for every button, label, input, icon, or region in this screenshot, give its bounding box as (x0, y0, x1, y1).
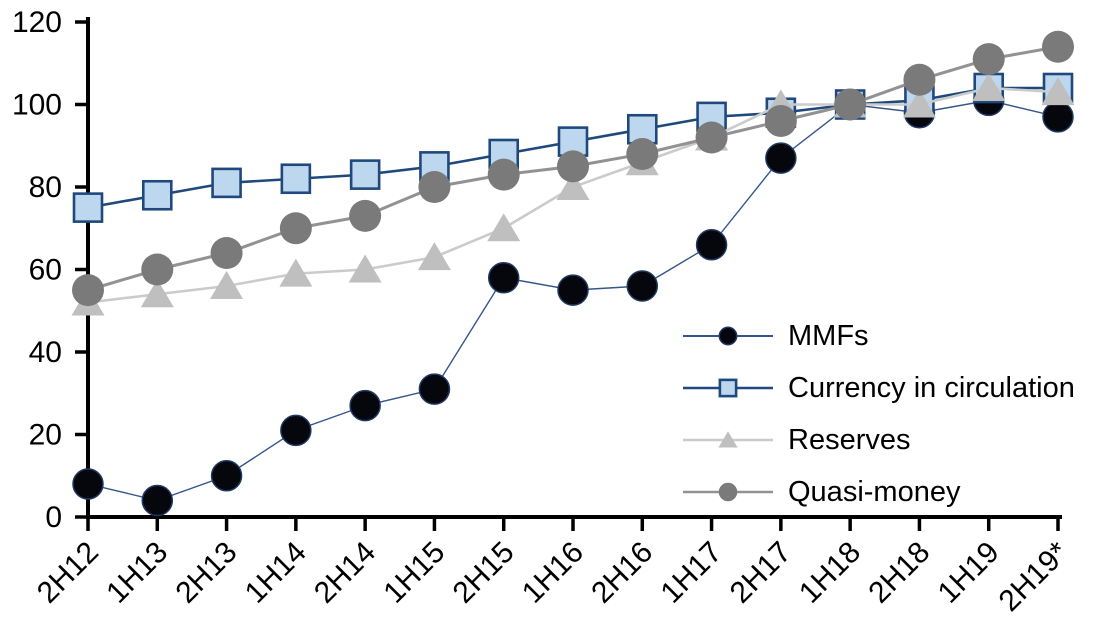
x-axis-tick-label: 2H16 (585, 536, 659, 610)
legend-item-quasi-money: Quasi-money (683, 466, 1075, 518)
x-axis-tick-label: 1H19 (932, 536, 1006, 610)
data-point-marker (348, 254, 382, 283)
data-point-marker (718, 326, 738, 346)
data-point-marker (141, 179, 173, 211)
x-axis-tick-label: 2H18 (862, 536, 936, 610)
legend-item-currency-in-circulation: Currency in circulation (683, 362, 1075, 414)
data-point-marker (418, 373, 451, 405)
y-axis-tick-label: 60 (29, 254, 62, 287)
x-axis-tick-label: 2H15 (447, 536, 521, 610)
data-point-marker (487, 213, 521, 242)
x-axis-tick-label: 2H17 (724, 536, 798, 610)
data-point-marker (349, 159, 381, 190)
x-axis-tick-label: 1H13 (100, 536, 174, 610)
data-point-marker (417, 242, 451, 271)
data-point-marker (556, 172, 590, 200)
data-point-marker (140, 279, 174, 308)
currency-marker-icon (683, 370, 778, 406)
x-axis-tick-label: 1H16 (516, 536, 590, 610)
data-point-marker (141, 484, 174, 517)
x-axis-tick-label: 1H17 (654, 536, 728, 610)
reserves-marker-icon (683, 422, 778, 458)
data-point-marker (210, 460, 243, 492)
y-axis: 0 20 40 60 80 100 120 (12, 6, 90, 534)
data-point-marker (72, 274, 104, 307)
mmfs-marker-icon (683, 318, 778, 354)
data-point-marker (695, 229, 728, 261)
data-point-marker (418, 171, 451, 203)
data-point-marker (1042, 101, 1074, 133)
data-point-marker (72, 192, 104, 223)
data-point-marker (1042, 30, 1074, 63)
data-point-marker (718, 378, 738, 398)
data-point-marker (211, 167, 242, 199)
y-axis-tick-label: 20 (29, 419, 62, 452)
x-axis-tick-label: 2H19* (993, 535, 1076, 618)
data-point-marker (765, 142, 797, 174)
legend-label: Quasi-money (788, 475, 961, 508)
legend-item-mmfs: MMFs (683, 310, 1075, 362)
legend-label: Reserves (788, 423, 911, 456)
data-point-marker (902, 89, 936, 118)
x-axis-tick-label: 2H12 (31, 536, 105, 610)
series-quasi-money (72, 30, 1074, 307)
data-point-marker (141, 253, 174, 286)
legend-label: MMFs (788, 319, 869, 352)
data-point-marker (487, 262, 520, 294)
y-axis-tick-label: 0 (45, 501, 62, 534)
y-axis-tick-label: 80 (29, 171, 62, 204)
data-point-marker (557, 150, 589, 183)
data-point-marker (280, 414, 312, 447)
x-axis-tick-label: 1H15 (377, 536, 451, 610)
data-point-marker (972, 73, 1006, 101)
x-axis-tick-label: 2H13 (169, 536, 243, 610)
data-point-marker (279, 212, 312, 245)
data-point-marker (487, 158, 520, 191)
x-axis: 2H121H132H131H142H141H152H151H162H161H17… (31, 515, 1076, 618)
data-point-marker (695, 121, 728, 154)
data-point-marker (764, 105, 797, 137)
x-axis-tick-label: 2H14 (308, 536, 382, 610)
chart-legend: MMFs Currency in circulation Reserves Qu… (683, 310, 1075, 518)
data-point-marker (626, 270, 659, 302)
data-point-marker (718, 482, 738, 502)
data-point-marker (349, 389, 381, 422)
data-point-marker (626, 138, 659, 170)
legend-label: Currency in circulation (788, 371, 1075, 404)
y-axis-tick-label: 120 (12, 6, 62, 39)
legend-item-reserves: Reserves (683, 414, 1075, 466)
y-axis-tick-label: 40 (29, 336, 62, 369)
data-point-marker (210, 271, 244, 299)
data-point-marker (972, 43, 1005, 76)
x-axis-tick-label: 1H14 (239, 536, 313, 610)
data-point-marker (557, 274, 589, 306)
quasi-money-marker-icon (683, 474, 778, 510)
data-point-marker (279, 258, 313, 287)
data-point-marker (718, 431, 738, 448)
data-point-marker (903, 63, 936, 96)
data-point-marker (280, 163, 312, 195)
data-point-marker (834, 88, 867, 121)
y-axis-tick-label: 100 (12, 89, 62, 122)
data-point-marker (210, 237, 243, 269)
data-point-marker (349, 199, 382, 232)
data-point-marker (72, 468, 104, 500)
data-point-marker (1041, 77, 1075, 106)
x-axis-tick-label: 1H18 (793, 536, 867, 610)
